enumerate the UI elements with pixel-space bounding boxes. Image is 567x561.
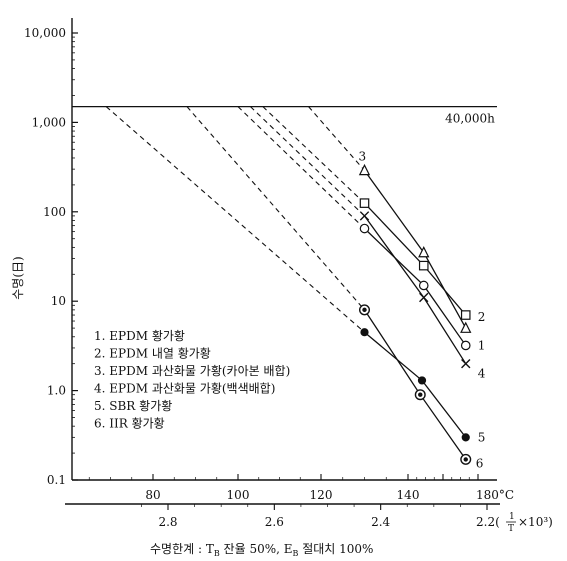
series-4: 4 <box>250 106 486 381</box>
series-line-2 <box>364 202 467 316</box>
series-line-3 <box>363 170 467 329</box>
y-tick-label: 1,000 <box>32 115 66 129</box>
marker-triangle-open <box>418 246 430 258</box>
marker-circle-filled <box>461 433 470 442</box>
series-line-6 <box>363 309 467 460</box>
footnote-part-2: 잔율 50%, E <box>220 542 293 556</box>
marker-x <box>419 292 429 303</box>
series-extrapolation-3 <box>308 106 365 171</box>
x2-tick-label: 2.8 <box>158 515 177 529</box>
series-extrapolation-4 <box>250 106 365 217</box>
reference-line-label: 40,000h <box>445 112 495 126</box>
marker-square-open <box>359 198 370 208</box>
series-line-5 <box>364 331 467 438</box>
x-tick-label: 120 <box>310 488 333 502</box>
series-extrapolation-2 <box>262 106 365 204</box>
marker-triangle-open <box>358 163 371 176</box>
legend: 1. EPDM 황가황 2. EPDM 내열 황가황 3. EPDM 과산화물 가황… <box>94 329 290 431</box>
series-label-4: 4 <box>478 367 486 381</box>
series-5: 5 <box>105 106 486 444</box>
legend-entry-2: 2. EPDM 내열 황가황 <box>94 347 211 361</box>
x-axis-unit-label: 180°C <box>476 488 514 502</box>
series-2: 2 <box>262 106 486 324</box>
y-tick-label: 0.1 <box>47 473 66 487</box>
marker-circle-filled <box>360 328 369 337</box>
marker-circle-open <box>460 340 471 351</box>
x2-tick-label: 2.6 <box>265 515 284 529</box>
series-line-1 <box>364 228 467 346</box>
marker-circle-open <box>359 223 370 234</box>
series-label-2: 2 <box>478 310 486 324</box>
marker-circle-filled <box>417 376 427 385</box>
marker-circle-open <box>418 280 429 291</box>
series-line-4 <box>363 215 467 365</box>
legend-entry-1: 1. EPDM 황가황 <box>94 329 185 343</box>
x2-axis-label-frac-num: 1 <box>509 512 515 522</box>
series-1: 1 <box>237 106 486 352</box>
footnote-sub-2: B <box>293 549 299 558</box>
series-label-1: 1 <box>478 338 486 352</box>
series-extrapolation-5 <box>105 106 365 333</box>
y-tick-label: 10 <box>51 294 66 308</box>
series-6: 6 <box>186 106 484 470</box>
series-label-3: 3 <box>359 149 367 163</box>
y-axis-label: 수명(日) <box>11 256 25 299</box>
series-group: 1 2 3 4 5 6 <box>105 106 486 470</box>
x-axis-ticks: 80 100 120 140 <box>88 474 479 502</box>
x2-axis-label-lead: 2.2( <box>476 515 500 529</box>
footnote-part-3: 절대치 100% <box>298 542 373 556</box>
series-label-5: 5 <box>478 430 486 444</box>
x2-axis-label-tail: ×10³) <box>518 515 553 529</box>
x-tick-label: 140 <box>397 488 420 502</box>
chart-axes <box>65 18 500 505</box>
x2-tick-label: 2.4 <box>371 515 390 529</box>
series-extrapolation-1 <box>237 106 365 229</box>
x-tick-label: 100 <box>227 488 250 502</box>
series-label-6: 6 <box>476 456 484 470</box>
footnote-sub-1: B <box>214 549 220 558</box>
y-axis-ticks: 10,000 1,000 100 10 1.0 0.1 <box>24 26 78 487</box>
marker-x <box>359 211 370 221</box>
footnote: 수명한계 : TB 잔율 50%, EB 절대치 100% <box>150 542 373 558</box>
footnote-part-1: 수명한계 : T <box>150 542 214 556</box>
series-3: 3 <box>308 106 472 333</box>
marker-circle-dot-center <box>362 307 367 313</box>
marker-x <box>461 358 471 369</box>
x2-axis-label-frac-den: T <box>508 524 514 534</box>
x2-axis-label: 2.2( 1 T ×10³) <box>476 512 553 534</box>
reference-line: 40,000h <box>72 106 497 126</box>
x2-axis-ticks: 2.8 2.6 2.4 <box>141 504 488 529</box>
x-tick-label: 80 <box>145 488 160 502</box>
marker-square-open <box>418 260 429 271</box>
y-tick-label: 1.0 <box>47 384 66 398</box>
marker-square-open <box>460 310 471 320</box>
legend-entry-3: 3. EPDM 과산화물 가황(카아본 배합) <box>94 364 290 378</box>
marker-triangle-open <box>460 321 472 333</box>
legend-entry-6: 6. IIR 황가황 <box>94 417 165 431</box>
y-tick-label: 10,000 <box>24 26 66 40</box>
marker-circle-dot-center <box>418 392 423 397</box>
legend-entry-4: 4. EPDM 과산화물 가황(백색배합) <box>94 382 275 396</box>
marker-circle-dot-center <box>463 457 468 462</box>
y-tick-label: 100 <box>43 205 66 219</box>
legend-entry-5: 5. SBR 황가황 <box>94 399 172 413</box>
series-extrapolation-6 <box>186 106 365 311</box>
